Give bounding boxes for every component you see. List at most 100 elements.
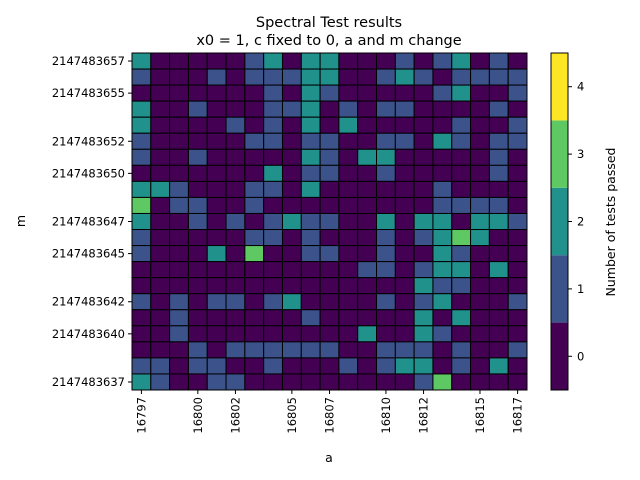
heatmap-cell (488, 261, 509, 279)
heatmap-cell (169, 116, 189, 134)
heatmap-cell (300, 100, 321, 118)
heatmap-cell (413, 341, 434, 359)
heatmap-cell (169, 84, 189, 102)
heatmap-cell (338, 84, 359, 102)
heatmap-cell (319, 229, 340, 247)
heatmap-cell (206, 261, 227, 279)
heatmap-cell (300, 229, 321, 247)
heatmap-cell (187, 309, 208, 327)
heatmap-cell (451, 293, 472, 311)
heatmap-cell (338, 68, 359, 86)
heatmap-cell (244, 132, 265, 150)
heatmap-cell (507, 245, 528, 263)
heatmap-cell (357, 357, 378, 375)
heatmap-cell (488, 180, 509, 198)
heatmap-cell (244, 373, 265, 391)
heatmap-cell (281, 132, 302, 150)
y-tick-label: 2147483650 (52, 166, 125, 180)
heatmap-cell (131, 212, 152, 231)
heatmap-cell (338, 196, 359, 214)
heatmap-cell (338, 164, 359, 182)
x-tick-label: 16802 (228, 397, 242, 434)
heatmap-cell (225, 180, 246, 198)
heatmap-cell (281, 212, 302, 231)
heatmap-cell (319, 277, 340, 295)
heatmap-cell (394, 357, 415, 375)
heatmap-cell (507, 277, 528, 295)
heatmap-cell (131, 261, 152, 279)
heatmap-cell (488, 164, 509, 182)
heatmap-cell (488, 116, 509, 134)
x-tick-label: 16807 (323, 397, 337, 434)
heatmap-cell (300, 325, 321, 343)
heatmap-cell (394, 245, 415, 263)
heatmap-cell (470, 68, 490, 86)
heatmap-cell (432, 164, 453, 182)
heatmap-cell (470, 357, 490, 375)
heatmap-cell (263, 277, 283, 295)
heatmap-cell (206, 116, 227, 134)
heatmap-cell (300, 132, 321, 150)
heatmap-cell (169, 52, 189, 70)
heatmap-cell (300, 341, 321, 359)
heatmap-cell (150, 84, 171, 102)
heatmap-cell (187, 245, 208, 263)
heatmap-cell (432, 148, 453, 166)
heatmap-cell (169, 100, 189, 118)
heatmap-cell (432, 84, 453, 102)
heatmap-cell (319, 132, 340, 150)
heatmap-cell (319, 212, 340, 231)
heatmap-cell (319, 196, 340, 214)
heatmap-cell (169, 261, 189, 279)
heatmap-cell (150, 277, 171, 295)
heatmap-cell (187, 148, 208, 166)
heatmap-cell (244, 68, 265, 86)
heatmap-cell (206, 68, 227, 86)
heatmap-cell (507, 309, 528, 327)
heatmap-cell (244, 277, 265, 295)
heatmap-cell (338, 309, 359, 327)
heatmap-cell (281, 100, 302, 118)
heatmap-cell (338, 245, 359, 263)
heatmap-cell (263, 341, 283, 359)
heatmap-cell (470, 164, 490, 182)
heatmap-cell (357, 132, 378, 150)
heatmap-cell (131, 341, 152, 359)
heatmap-cell (432, 373, 453, 391)
heatmap-cell (169, 180, 189, 198)
heatmap-cell (319, 357, 340, 375)
heatmap-cell (263, 196, 283, 214)
heatmap-cell (150, 293, 171, 311)
heatmap-cell (244, 293, 265, 311)
heatmap-cell (244, 116, 265, 134)
heatmap-cell (470, 116, 490, 134)
heatmap-cell (470, 100, 490, 118)
heatmap-cell (488, 325, 509, 343)
heatmap-cell (357, 261, 378, 279)
heatmap-cell (169, 293, 189, 311)
heatmap-cell (150, 116, 171, 134)
heatmap-cell (376, 132, 396, 150)
heatmap-cell (281, 357, 302, 375)
heatmap-cell (357, 309, 378, 327)
heatmap-cell (451, 180, 472, 198)
heatmap-cell (300, 148, 321, 166)
heatmap-cell (432, 68, 453, 86)
heatmap-cell (263, 180, 283, 198)
heatmap-cell (470, 52, 490, 70)
heatmap-cell (451, 116, 472, 134)
heatmap-cell (225, 325, 246, 343)
heatmap-cell (470, 212, 490, 231)
heatmap-cell (470, 148, 490, 166)
heatmap-cell (131, 84, 152, 102)
heatmap-cell (488, 357, 509, 375)
heatmap-cell (187, 373, 208, 391)
heatmap-cell (338, 277, 359, 295)
heatmap-cell (206, 212, 227, 231)
heatmap-cell (451, 100, 472, 118)
heatmap-cell (150, 212, 171, 231)
heatmap-cell (432, 357, 453, 375)
heatmap-cell (394, 116, 415, 134)
heatmap-cell (338, 341, 359, 359)
